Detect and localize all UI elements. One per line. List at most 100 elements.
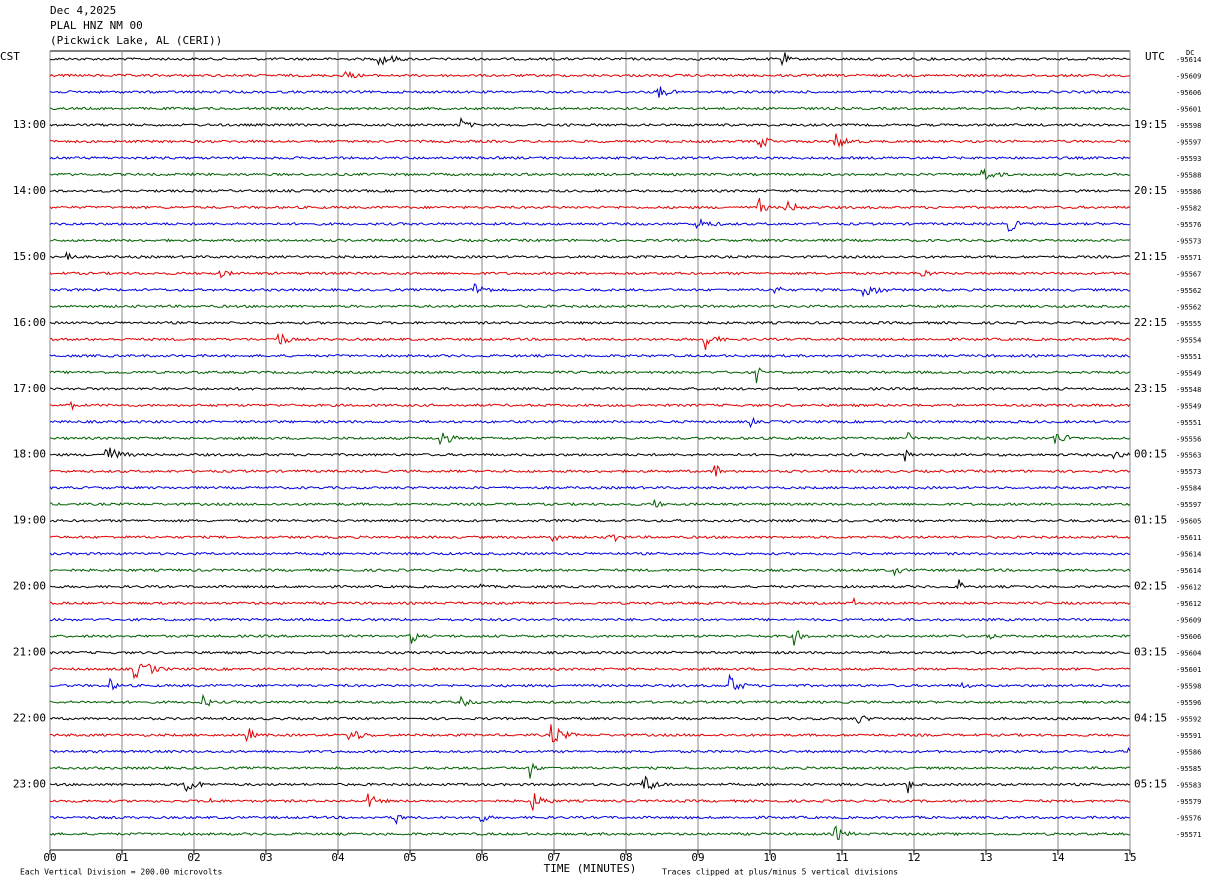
x-tick-label: 06: [475, 851, 488, 864]
dc-offset: -95586: [1176, 749, 1201, 757]
dc-offset: -95556: [1176, 435, 1201, 443]
dc-offset: -95604: [1176, 650, 1201, 658]
dc-offset: -95573: [1176, 237, 1201, 245]
trace: [49, 52, 1131, 67]
trace: [49, 416, 1131, 429]
right-time-label: 00:15: [1134, 448, 1167, 461]
dc-offset: -95612: [1176, 584, 1201, 592]
x-tick-label: 11: [835, 851, 848, 864]
x-tick-label: 15: [1123, 851, 1136, 864]
dc-offset: -95598: [1176, 122, 1201, 130]
x-tick-label: 13: [979, 851, 992, 864]
dc-offset: -95591: [1176, 732, 1201, 740]
right-time-label: 22:15: [1134, 316, 1167, 329]
dc-offset: -95585: [1176, 765, 1201, 773]
title-line: (Pickwick Lake, AL (CERI)): [50, 34, 222, 47]
trace: [49, 814, 1131, 825]
trace: [49, 70, 1131, 79]
title-line: PLAL HNZ NM 00: [50, 19, 143, 32]
left-time-label: 22:00: [13, 712, 46, 725]
dc-offset: -95614: [1176, 551, 1201, 559]
right-time-label: 21:15: [1134, 250, 1167, 263]
left-time-label: 20:00: [13, 580, 46, 593]
right-time-label: 01:15: [1134, 514, 1167, 527]
dc-offset: -95582: [1176, 204, 1201, 212]
right-time-label: 05:15: [1134, 778, 1167, 791]
dc-offset: -95583: [1176, 782, 1201, 790]
dc-offset: -95605: [1176, 518, 1201, 526]
trace: [49, 673, 1131, 691]
dc-offset: -95551: [1176, 353, 1201, 361]
left-time-label: 13:00: [13, 118, 46, 131]
left-time-label: 17:00: [13, 382, 46, 395]
trace: [49, 825, 1131, 840]
trace: [49, 197, 1131, 212]
clip-note: Traces clipped at plus/minus 5 vertical …: [662, 868, 898, 877]
x-tick-label: 14: [1051, 851, 1065, 864]
left-time-label: 21:00: [13, 646, 46, 659]
right-time-label: 20:15: [1134, 184, 1167, 197]
trace: [49, 746, 1131, 754]
dc-offset: -95593: [1176, 155, 1201, 163]
dc-offset: -95571: [1176, 254, 1201, 262]
trace: [49, 793, 1131, 811]
left-time-label: 23:00: [13, 778, 46, 791]
trace: [50, 447, 1131, 462]
dc-offset: -95597: [1176, 501, 1201, 509]
dc-offset: -95563: [1176, 452, 1201, 460]
trace: [49, 534, 1131, 543]
dc-offset: -95614: [1176, 56, 1201, 64]
dc-offset: -95601: [1176, 666, 1201, 674]
right-time-label: 04:15: [1134, 712, 1167, 725]
title-line: Dec 4,2025: [50, 4, 116, 17]
dc-offset: -95592: [1176, 716, 1201, 724]
dc-offset: -95609: [1176, 617, 1201, 625]
trace: [50, 762, 1131, 779]
dc-offset: -95596: [1176, 699, 1201, 707]
dc-offset: -95601: [1176, 105, 1201, 113]
right-time-label: 03:15: [1134, 646, 1167, 659]
trace: [49, 499, 1131, 508]
x-axis-label: TIME (MINUTES): [544, 862, 637, 875]
left-time-label: 15:00: [13, 250, 46, 263]
x-tick-label: 05: [403, 851, 416, 864]
trace: [49, 551, 1131, 556]
dc-offset: -95614: [1176, 567, 1201, 575]
dc-offset: -95555: [1176, 320, 1201, 328]
dc-offset: -95562: [1176, 303, 1201, 311]
x-tick-label: 01: [115, 851, 128, 864]
left-time-label: 18:00: [13, 448, 46, 461]
dc-offset: -95548: [1176, 386, 1201, 394]
x-tick-label: 08: [619, 851, 632, 864]
offset-header: DC: [1186, 49, 1194, 57]
dc-offset: -95606: [1176, 89, 1201, 97]
trace: [49, 663, 1131, 680]
left-time-label: 19:00: [13, 514, 46, 527]
x-tick-label: 00: [43, 851, 56, 864]
trace: [50, 400, 1131, 411]
right-zone: UTC: [1145, 50, 1165, 63]
dc-offset: -95554: [1176, 336, 1201, 344]
trace: [49, 367, 1131, 384]
trace: [49, 155, 1131, 161]
right-time-label: 02:15: [1134, 580, 1167, 593]
x-tick-label: 04: [331, 851, 345, 864]
x-tick-label: 09: [691, 851, 704, 864]
left-time-label: 16:00: [13, 316, 46, 329]
dc-offset: -95584: [1176, 485, 1201, 493]
trace: [49, 617, 1131, 622]
trace: [49, 283, 1131, 298]
trace: [49, 775, 1131, 794]
dc-offset: -95598: [1176, 683, 1201, 691]
trace: [49, 133, 1131, 149]
dc-offset: -95588: [1176, 171, 1201, 179]
dc-offset: -95609: [1176, 72, 1201, 80]
dc-offset: -95611: [1176, 534, 1201, 542]
left-time-label: 14:00: [13, 184, 46, 197]
trace: [49, 116, 1131, 128]
trace: [49, 485, 1131, 490]
dc-offset: -95549: [1176, 369, 1201, 377]
dc-offset: -95597: [1176, 138, 1201, 146]
dc-offset: -95612: [1176, 600, 1201, 608]
